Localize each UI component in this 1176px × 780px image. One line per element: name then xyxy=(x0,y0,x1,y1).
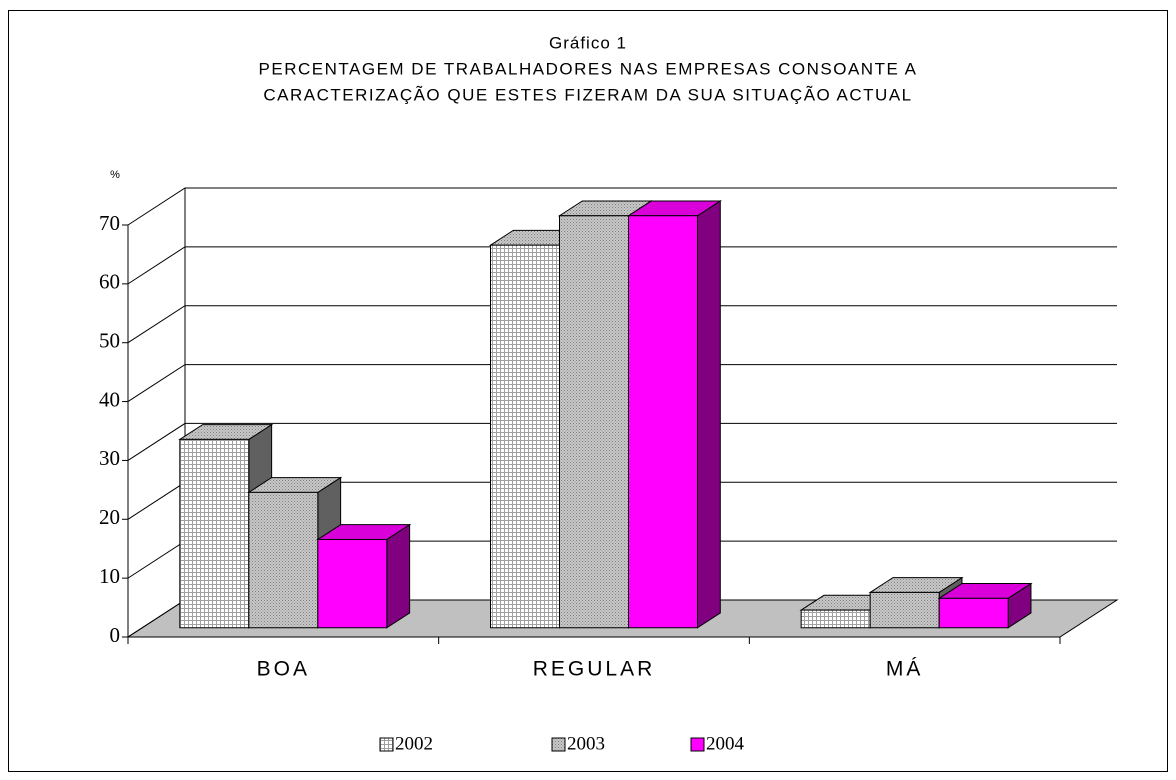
x-tick-label: BOA xyxy=(257,658,310,681)
y-tick-label: 20 xyxy=(99,505,120,529)
y-tick-label: 40 xyxy=(99,387,120,411)
bar-front xyxy=(800,609,871,629)
legend-swatch xyxy=(551,737,566,752)
chart-title: CARACTERIZAÇÃO QUE ESTES FIZERAM DA SUA … xyxy=(263,85,912,104)
bar xyxy=(316,523,412,629)
y-tick-label: 70 xyxy=(99,211,120,235)
bar-front xyxy=(317,538,388,629)
y-tick-label: 50 xyxy=(99,329,120,353)
bar-side xyxy=(386,523,411,629)
bar-front xyxy=(179,438,250,629)
bar xyxy=(626,200,722,629)
bar xyxy=(937,582,1033,629)
y-axis-label: % xyxy=(110,169,120,181)
y-tick-label: 60 xyxy=(99,270,120,294)
chart-title: Gráfico 1 xyxy=(549,33,627,52)
y-tick-label: 30 xyxy=(99,446,120,470)
legend-label: 2003 xyxy=(567,733,605,754)
chart-title: PERCENTAGEM DE TRABALHADORES NAS EMPRESA… xyxy=(259,59,918,78)
bar-front xyxy=(938,597,1009,629)
legend-swatch xyxy=(379,737,394,752)
y-tick-label: 0 xyxy=(110,623,121,647)
bar-front xyxy=(559,215,629,629)
bar-side xyxy=(697,200,721,629)
bar-front xyxy=(490,244,560,629)
bar-front xyxy=(869,591,940,629)
bar xyxy=(178,423,274,629)
bar-front xyxy=(628,215,698,629)
legend-label: 2002 xyxy=(395,733,433,754)
y-tick-label: 10 xyxy=(99,564,120,588)
x-tick-label: MÁ xyxy=(886,658,924,681)
legend-label: 2004 xyxy=(706,733,745,754)
legend-swatch xyxy=(690,737,705,752)
x-tick-label: REGULAR xyxy=(533,658,656,681)
bar-front xyxy=(248,491,319,629)
